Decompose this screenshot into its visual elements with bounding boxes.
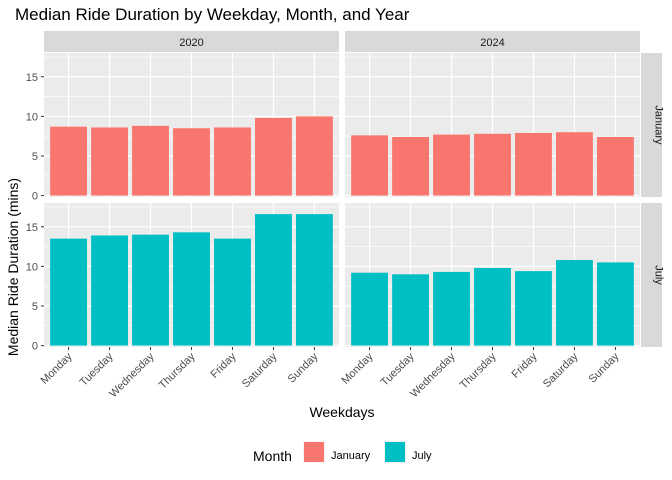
x-tick-label: Saturday <box>541 350 581 390</box>
x-tick-label: Thursday <box>458 350 499 391</box>
bar-thursday <box>474 133 511 196</box>
facet-strip-row-July <box>641 203 662 347</box>
facet-label-col: 2020 <box>179 37 203 49</box>
bar-wednesday <box>132 125 169 196</box>
bar-monday <box>50 126 88 196</box>
bar-saturday <box>556 260 593 346</box>
y-tick-label: 5 <box>32 151 38 163</box>
y-tick-label: 0 <box>32 191 38 203</box>
y-tick-label: 0 <box>32 341 38 353</box>
facet-strip-col-2024 <box>345 31 640 52</box>
bar-wednesday <box>132 234 169 346</box>
bar-thursday <box>173 128 210 196</box>
legend-label: July <box>412 450 432 462</box>
bar-friday <box>214 127 251 196</box>
legend-swatch-july <box>385 442 405 462</box>
y-tick-label: 5 <box>32 301 38 313</box>
x-tick-label: Tuesday <box>78 350 116 388</box>
legend-label: January <box>331 450 371 462</box>
panel-2020-January: 0 5 10 15 <box>26 53 339 203</box>
x-tick-label: Sunday <box>587 350 622 385</box>
bar-friday <box>515 271 552 346</box>
x-tick-label: Friday <box>509 350 539 380</box>
bar-friday <box>515 133 552 196</box>
bar-wednesday <box>433 134 470 196</box>
bar-thursday <box>173 232 210 346</box>
bar-sunday <box>295 116 333 196</box>
bar-sunday <box>596 136 634 196</box>
y-tick-label: 15 <box>26 72 38 84</box>
bar-saturday <box>255 117 292 196</box>
bar-tuesday <box>91 127 128 196</box>
y-tick-label: 10 <box>26 261 38 273</box>
facet-strip-row-January <box>641 53 662 197</box>
x-tick-label: Wednesday <box>408 350 458 400</box>
facet-label-row: July <box>653 265 665 285</box>
facet-strip-col-2020 <box>44 31 339 52</box>
x-tick-label: Saturday <box>240 350 280 390</box>
y-tick-label: 10 <box>26 111 38 123</box>
bar-saturday <box>255 214 292 346</box>
bar-monday <box>50 238 88 346</box>
x-tick-label: Thursday <box>157 350 198 391</box>
bar-tuesday <box>91 235 128 346</box>
bar-friday <box>214 238 251 346</box>
legend-swatch-january <box>304 442 324 462</box>
bar-sunday <box>295 214 333 346</box>
x-tick-label: Monday <box>340 350 377 387</box>
x-tick-label: Tuesday <box>379 350 417 388</box>
legend-title: Month <box>253 448 292 464</box>
panel-2024-January <box>345 53 640 197</box>
bar-wednesday <box>433 271 470 346</box>
x-tick-label: Monday <box>39 350 76 387</box>
bar-thursday <box>474 267 511 346</box>
bar-sunday <box>596 262 634 346</box>
bar-tuesday <box>392 274 429 346</box>
facet-label-col: 2024 <box>480 37 504 49</box>
x-axis-title: Weekdays <box>309 404 374 420</box>
bar-monday <box>351 272 389 346</box>
chart-title: Median Ride Duration by Weekday, Month, … <box>15 5 410 24</box>
y-tick-label: 15 <box>26 222 38 234</box>
bar-monday <box>351 135 389 196</box>
y-axis-title: Median Ride Duration (mins) <box>5 178 21 356</box>
bar-tuesday <box>392 136 429 196</box>
legend: January July <box>303 441 432 463</box>
x-tick-label: Sunday <box>286 350 321 385</box>
bar-saturday <box>556 132 593 196</box>
facet-label-row: January <box>653 105 665 145</box>
x-tick-label: Friday <box>208 350 238 380</box>
x-tick-label: Wednesday <box>107 350 157 400</box>
